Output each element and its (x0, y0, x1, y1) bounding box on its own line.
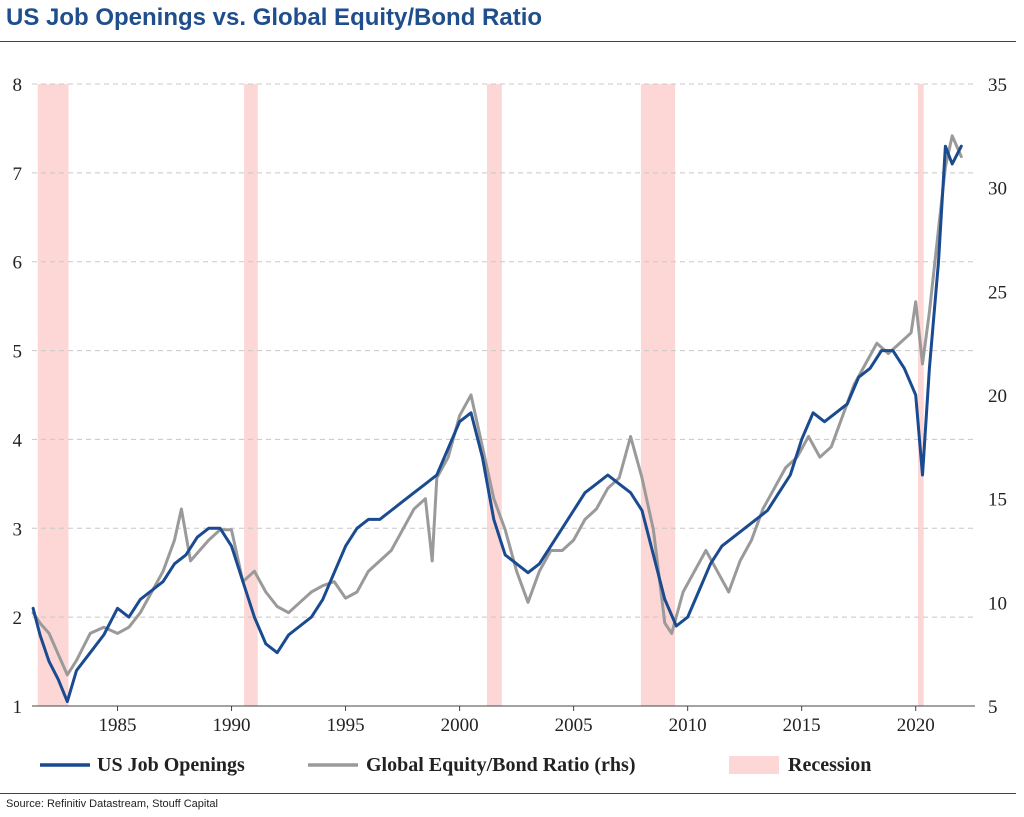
x-tick-label: 2005 (555, 715, 593, 736)
y-right-tick-label: 10 (988, 593, 1007, 614)
legend-label-equity-bond: Global Equity/Bond Ratio (rhs) (366, 754, 636, 776)
legend: US Job Openings Global Equity/Bond Ratio… (40, 754, 871, 776)
x-tick-label: 1990 (213, 715, 251, 736)
y-left-tick-label: 7 (13, 164, 23, 185)
y-right-tick-label: 30 (988, 179, 1007, 200)
gridlines (32, 83, 975, 618)
x-tick-label: 1995 (327, 715, 365, 736)
recession-band (917, 84, 924, 706)
recession-band (640, 84, 676, 706)
recession-band (486, 84, 502, 706)
x-tick-label: 2020 (897, 715, 935, 736)
recession-band (244, 84, 258, 706)
x-tick-label: 1985 (99, 715, 137, 736)
chart-title: US Job Openings vs. Global Equity/Bond R… (6, 4, 543, 31)
y-right-tick-label: 35 (988, 75, 1007, 96)
y-left-tick-label: 2 (13, 608, 23, 629)
y-right-tick-label: 25 (988, 282, 1007, 303)
x-tick-label: 2000 (441, 715, 479, 736)
y-left-tick-label: 3 (13, 519, 23, 540)
y-left-tick-label: 5 (13, 342, 23, 363)
y-left-tick-label: 6 (13, 253, 23, 274)
recession-band (37, 84, 69, 706)
series-line-job-openings (31, 144, 963, 704)
y-right-tick-label: 5 (988, 697, 998, 718)
x-tick-label: 2015 (783, 715, 821, 736)
axes: 1985 1990 1995 2000 2005 2010 2015 202012345678… (13, 75, 1008, 736)
series-lines (31, 134, 963, 704)
legend-swatch-recession (729, 756, 779, 774)
y-right-tick-label: 20 (988, 386, 1007, 407)
source-note: Source: Refinitiv Datastream, Stouff Cap… (6, 798, 218, 810)
y-right-tick-label: 15 (988, 490, 1007, 511)
footer-rule (0, 793, 1016, 794)
x-tick-label: 2010 (669, 715, 707, 736)
y-left-tick-label: 8 (13, 75, 23, 96)
title-rule (0, 41, 1016, 42)
legend-label-recession: Recession (788, 754, 871, 776)
series-line-equity-bond (31, 134, 963, 677)
y-left-tick-label: 1 (13, 697, 23, 718)
y-left-tick-label: 4 (13, 430, 23, 451)
recession-bands (37, 84, 924, 706)
legend-label-job-openings: US Job Openings (97, 754, 245, 776)
